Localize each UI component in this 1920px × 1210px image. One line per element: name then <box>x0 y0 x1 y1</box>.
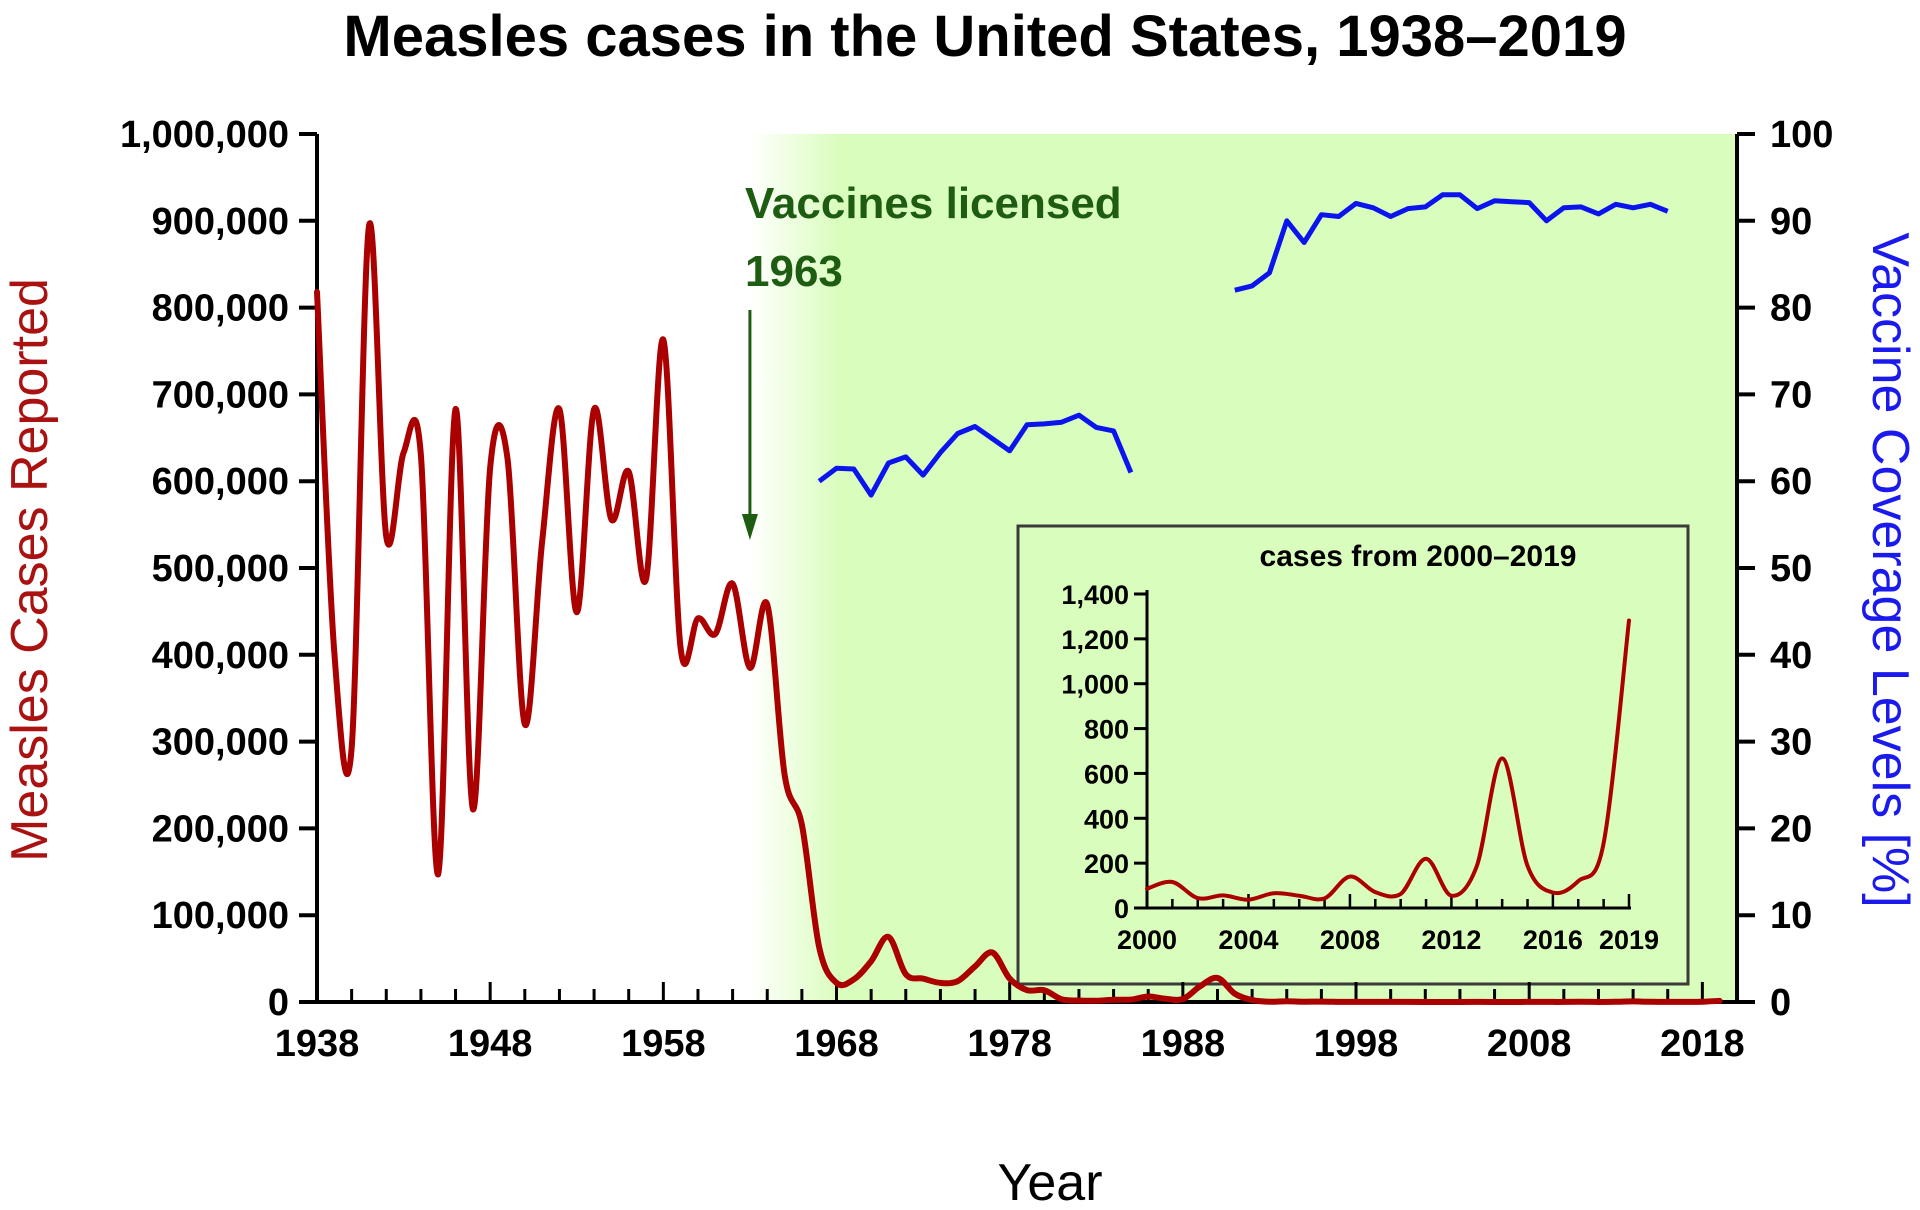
x-tick-label: 1978 <box>967 1023 1052 1065</box>
annotation-arrow-head <box>741 514 758 540</box>
inset-x-tick-label: 2012 <box>1421 925 1481 955</box>
y-tick-label-right: 10 <box>1770 895 1812 937</box>
inset-series-cases-line <box>1145 618 1631 902</box>
y-tick-label-right: 70 <box>1770 374 1812 416</box>
inset-y-tick-label: 400 <box>1084 804 1129 834</box>
inset-y-tick-label: 0 <box>1114 894 1129 924</box>
y-tick-label-right: 50 <box>1770 548 1812 590</box>
vaccine-era-fade <box>749 134 840 1002</box>
y-tick-label-right: 0 <box>1770 982 1791 1024</box>
series-coverage-line-2 <box>1234 192 1669 293</box>
y-tick-label-left: 100,000 <box>152 895 289 937</box>
y-tick-label-left: 800,000 <box>152 288 289 330</box>
y-tick-label-left: 400,000 <box>152 635 289 677</box>
y-tick-label-right: 30 <box>1770 722 1812 764</box>
x-axis-label: Year <box>997 1154 1102 1210</box>
main-series <box>314 192 1723 1005</box>
annotation-year: 1963 <box>745 247 843 296</box>
inset-y-tick-label: 1,200 <box>1061 625 1129 655</box>
inset-y-tick-label: 1,400 <box>1061 580 1129 610</box>
y-tick-label-right: 90 <box>1770 201 1812 243</box>
series-coverage-line-1 <box>817 412 1134 498</box>
series-cases-line <box>314 220 1723 1005</box>
y-tick-label-right: 80 <box>1770 288 1812 330</box>
y-axis-label-left: Measles Cases Reported <box>1 278 59 862</box>
y-tick-label-right: 40 <box>1770 635 1812 677</box>
y-tick-label-left: 900,000 <box>152 201 289 243</box>
y-tick-label-left: 1,000,000 <box>120 114 289 156</box>
inset-x-tick-label: 2000 <box>1117 925 1177 955</box>
inset-title: cases from 2000–2019 <box>1260 540 1577 573</box>
inset-x-tick-label: 2004 <box>1218 925 1278 955</box>
inset-y-tick-label: 600 <box>1084 759 1129 789</box>
x-tick-label: 1948 <box>448 1023 533 1065</box>
y-tick-label-left: 600,000 <box>152 461 289 503</box>
y-axis-label-right: Vaccine Coverage Levels [%] <box>1861 232 1919 907</box>
inset-x-tick-label: 2008 <box>1320 925 1380 955</box>
inset-chart: cases from 2000–2019 0 200 400 600 800 1,000 1,… <box>1016 524 1690 986</box>
x-tick-label: 1968 <box>794 1023 879 1065</box>
y-tick-label-left: 200,000 <box>152 808 289 850</box>
x-tick-label: 2018 <box>1660 1023 1745 1065</box>
y-tick-label-left: 500,000 <box>152 548 289 590</box>
y-tick-label-right: 20 <box>1770 808 1812 850</box>
inset-x-tick-label: 2016 <box>1523 925 1583 955</box>
y-tick-label-right: 60 <box>1770 461 1812 503</box>
x-tick-label: 2008 <box>1487 1023 1572 1065</box>
y-tick-label-left: 700,000 <box>152 374 289 416</box>
x-tick-label: 1998 <box>1314 1023 1399 1065</box>
inset-y-tick-label: 1,000 <box>1061 670 1129 700</box>
main-axes: 0 100,000 200,000 300,000 400,000 500,000 600,… <box>120 114 1833 1065</box>
x-tick-label: 1938 <box>275 1023 360 1065</box>
inset-y-tick-label: 200 <box>1084 849 1129 879</box>
y-tick-label-left: 300,000 <box>152 722 289 764</box>
annotation-vaccines-licensed: Vaccines licensed <box>745 179 1122 228</box>
inset-x-tick-label: 2019 <box>1599 925 1659 955</box>
x-tick-label: 1988 <box>1141 1023 1226 1065</box>
x-tick-label: 1958 <box>621 1023 706 1065</box>
inset-y-tick-label: 800 <box>1084 715 1129 745</box>
chart-title: Measles cases in the United States, 1938… <box>343 4 1626 69</box>
y-tick-label-right: 100 <box>1770 114 1833 156</box>
y-tick-label-left: 0 <box>268 982 289 1024</box>
